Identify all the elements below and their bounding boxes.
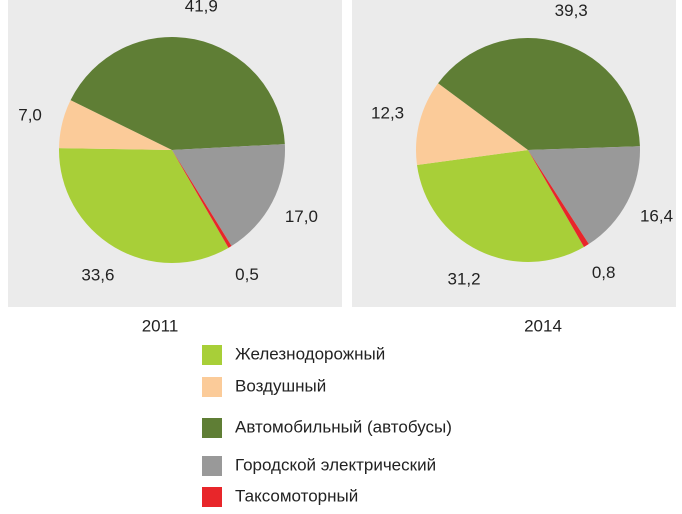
legend-swatch (202, 377, 222, 397)
pie-slice (528, 150, 589, 247)
data-label: 39,3 (555, 1, 588, 20)
data-label: 31,2 (448, 270, 481, 289)
legend-swatch (202, 456, 222, 476)
data-label: 16,4 (640, 207, 673, 226)
data-label: 41,9 (185, 0, 218, 15)
data-label: 12,3 (371, 103, 404, 122)
chart-title: 2011 (142, 316, 179, 335)
data-label: 0,5 (235, 265, 259, 284)
pie-slice (172, 150, 232, 248)
data-label: 33,6 (81, 265, 114, 284)
pie-slice (438, 38, 640, 150)
pie-slice (70, 37, 285, 150)
chart-title: 2014 (524, 316, 562, 335)
pie-slice (528, 146, 640, 245)
pie-slice (59, 100, 172, 150)
data-label: 7,0 (18, 105, 42, 124)
pie-slice (415, 83, 528, 165)
legend-label: Воздушный (235, 376, 326, 395)
legend-label: Железнодорожный (235, 344, 385, 363)
legend-swatch (202, 418, 222, 438)
legend-swatch (202, 345, 222, 365)
pie-slice (172, 144, 285, 247)
legend-label: Таксомоторный (235, 486, 358, 505)
legend-swatch (202, 487, 222, 507)
data-label: 17,0 (285, 207, 318, 226)
pie-slice (59, 148, 229, 263)
legend-label: Городской электрический (235, 455, 436, 474)
legend-label: Автомобильный (автобусы) (235, 417, 452, 436)
pie-slice (417, 150, 584, 262)
data-label: 0,8 (592, 263, 616, 282)
